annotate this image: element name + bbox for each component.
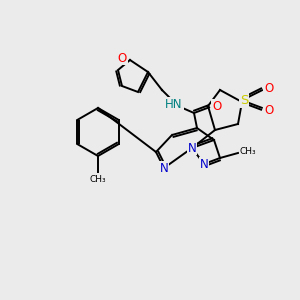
Text: N: N [160,161,168,175]
Text: O: O [264,103,274,116]
Text: N: N [188,142,196,154]
Text: CH₃: CH₃ [240,146,256,155]
Text: O: O [264,82,274,94]
Text: N: N [200,158,208,170]
Text: HN: HN [165,98,183,110]
Text: O: O [117,52,127,64]
Text: S: S [240,94,248,106]
Text: O: O [212,100,222,112]
Text: CH₃: CH₃ [90,176,106,184]
